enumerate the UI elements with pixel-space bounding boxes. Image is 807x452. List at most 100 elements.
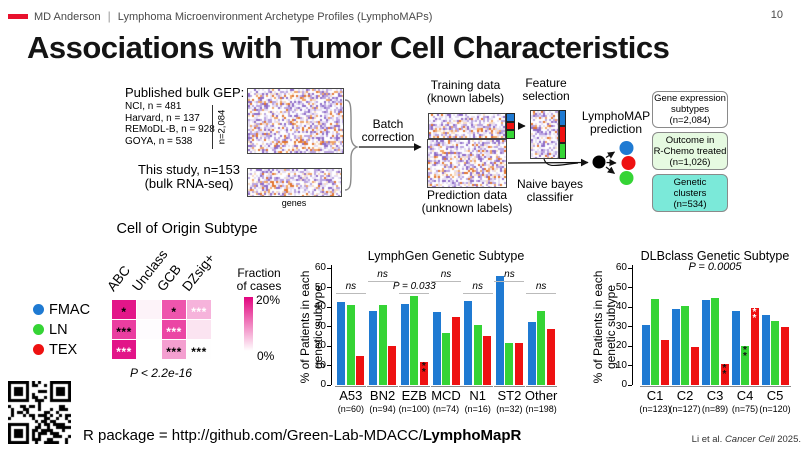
x-baseline (759, 385, 791, 388)
class-strip-segment (559, 142, 566, 159)
sig-label: P = 0.033 (392, 281, 436, 292)
bar-tex (660, 340, 669, 385)
gep-source-item: NCI, n = 481 (125, 101, 182, 112)
coo-legend-dot-icon (33, 304, 44, 315)
dlbclass-chart: DLBclass Genetic Subtype P = 0.0005% of P… (591, 245, 806, 420)
x-category-label: C2 (676, 388, 694, 403)
x-count-label: (n=60) (337, 404, 364, 414)
coo-heatmap-cell: *** (187, 340, 211, 359)
tex-class-dot-icon (621, 156, 636, 170)
x-baseline (430, 385, 462, 388)
x-category-label: A53 (339, 388, 363, 403)
chart-title: LymphGen Genetic Subtype (367, 249, 525, 263)
bar-significance-stars: * * (743, 345, 747, 362)
workflow-output-line: Gene expression (654, 93, 726, 104)
x-category-label: C1 (646, 388, 664, 403)
x-baseline (367, 385, 399, 388)
training-data-heatmap (428, 113, 506, 139)
y-tick (628, 326, 632, 328)
coo-cell-stars: *** (166, 344, 182, 359)
fmac-class-dot-icon (619, 141, 634, 155)
x-count-label: (n=120) (759, 404, 791, 414)
feature-selection-heatmap (530, 110, 559, 159)
batch-correction-label: Batch correction (361, 117, 415, 144)
bar-tex (356, 355, 365, 385)
y-tick (628, 365, 632, 367)
bar-fmac (495, 275, 504, 385)
lymphgen-chart: LymphGen Genetic Subtype% of Patients in… (296, 245, 588, 420)
x-category-label: C5 (766, 388, 784, 403)
bar-tex (546, 329, 555, 385)
bar-ln (473, 324, 482, 385)
y-tick-label: 20 (314, 340, 326, 351)
y-tick (628, 287, 632, 289)
class-strip-segment (506, 130, 515, 139)
y-tick-label: 0 (621, 379, 627, 390)
coo-cell-stars: *** (116, 324, 132, 339)
r-package-link: R package = http://github.com/Green-Lab-… (83, 427, 521, 444)
x-count-label: (n=75) (731, 404, 759, 414)
chart-p-value: P = 0.0005 (688, 261, 742, 273)
coo-cell-stars: * (121, 304, 127, 319)
workflow-output-box: Genetic clusters (n=534) (652, 174, 728, 212)
x-baseline (398, 385, 430, 388)
y-tick-label: 40 (314, 301, 326, 312)
coo-p-value: P < 2.2e-16 (130, 366, 192, 380)
workflow-output-line: subtypes (670, 104, 710, 115)
coo-row-label: FMAC (49, 301, 91, 318)
coo-column-label: ABC (104, 262, 134, 294)
bar-ln (771, 320, 779, 385)
x-baseline (669, 385, 701, 388)
class-strip-segment (506, 121, 515, 131)
bar-ln (651, 299, 659, 385)
gep-total-label: n=2,084 (216, 109, 228, 145)
bar-fmac (369, 310, 378, 385)
this-study-label: This study, n=153 (bulk RNA-seq) (137, 162, 240, 191)
coo-heatmap-cell (137, 320, 161, 339)
y-tick-label: 40 (615, 301, 627, 312)
published-gep-heading: Published bulk GEP: (125, 85, 245, 100)
scale-min-label: 0% (257, 349, 275, 363)
scale-label-line2: of cases (236, 279, 282, 293)
y-axis (632, 265, 634, 385)
feature-selection-label: Feature selection (522, 76, 570, 103)
published-gep-sources: NCI, n = 481 Harvard, n = 137 REMoDL-B, n … (125, 101, 215, 147)
lymphomap-prediction-label: LymphoMAP prediction (581, 109, 651, 136)
sig-label: ns (440, 269, 452, 280)
class-strip-segment (559, 110, 566, 127)
citation: Li et al. Cancer Cell 2025. (691, 434, 801, 445)
x-category-label: MCD (431, 388, 461, 403)
x-count-label: (n=16) (464, 404, 491, 414)
predict-arrow-red-icon (606, 159, 617, 167)
coo-heatmap-cell: *** (187, 300, 211, 319)
fraction-scale-gradient (244, 297, 253, 351)
bar-fmac (671, 308, 680, 385)
sig-label: ns (345, 281, 357, 292)
bar-fmac (432, 311, 441, 385)
brand-dash-icon (8, 14, 28, 19)
class-strip-segment (506, 113, 515, 122)
coo-heatmap-cell: * (112, 300, 136, 319)
x-category-label: ST2 (497, 388, 522, 403)
x-count-label: (n=123) (639, 404, 671, 414)
workflow-output-box: Outcome in R-Chemo treated (n=1,026) (652, 132, 728, 170)
y-tick (628, 306, 632, 308)
bar-tex (750, 307, 759, 385)
bar-fmac (337, 302, 346, 385)
sig-line (367, 281, 398, 282)
sig-line (526, 293, 557, 294)
brand-name: MD Anderson (34, 11, 101, 23)
y-tick-label: 20 (615, 340, 627, 351)
y-axis (331, 265, 333, 385)
coo-heatmap-cell: *** (162, 320, 186, 339)
naive-bayes-label: Naive bayes classifier (516, 177, 584, 204)
x-baseline (493, 385, 525, 388)
x-category-label: C4 (736, 388, 754, 403)
y-tick (327, 326, 331, 328)
y-tick (327, 345, 331, 347)
coo-heatmap-cell: *** (162, 340, 186, 359)
coo-legend-dot-icon (33, 324, 44, 335)
genes-axis-label: genes (281, 198, 307, 208)
coo-row-label: LN (49, 321, 68, 338)
